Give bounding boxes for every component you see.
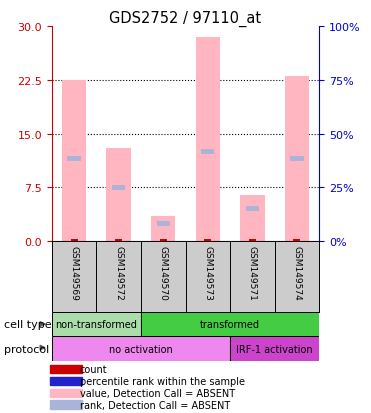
Bar: [290, 157, 303, 162]
Text: GSM149572: GSM149572: [114, 245, 123, 300]
Bar: [157, 221, 170, 226]
Bar: [68, 157, 81, 162]
Text: IRF-1 activation: IRF-1 activation: [236, 344, 313, 354]
Bar: [240, 195, 265, 242]
Bar: [71, 239, 78, 242]
Bar: [62, 81, 86, 242]
Bar: [50, 401, 82, 409]
Bar: [160, 239, 167, 242]
Bar: [196, 38, 220, 242]
Text: non-transformed: non-transformed: [56, 319, 137, 329]
Bar: [50, 377, 82, 385]
Text: GSM149569: GSM149569: [70, 245, 79, 300]
Text: protocol: protocol: [4, 344, 49, 354]
Text: transformed: transformed: [200, 319, 260, 329]
Text: GDS2752 / 97110_at: GDS2752 / 97110_at: [109, 10, 262, 26]
Text: GSM149570: GSM149570: [159, 245, 168, 300]
Bar: [246, 207, 259, 212]
Bar: [293, 239, 300, 242]
Text: count: count: [79, 364, 107, 374]
Bar: [204, 239, 211, 242]
Bar: [50, 389, 82, 397]
Bar: [141, 312, 319, 337]
Text: GSM149571: GSM149571: [248, 245, 257, 300]
Bar: [50, 365, 82, 373]
Bar: [230, 337, 319, 361]
Text: rank, Detection Call = ABSENT: rank, Detection Call = ABSENT: [79, 400, 230, 410]
Text: GSM149573: GSM149573: [203, 245, 212, 300]
Bar: [106, 149, 131, 242]
Bar: [249, 239, 256, 242]
Text: value, Detection Call = ABSENT: value, Detection Call = ABSENT: [79, 388, 235, 398]
Bar: [151, 216, 175, 242]
Bar: [52, 337, 230, 361]
Bar: [201, 150, 214, 154]
Text: GSM149574: GSM149574: [292, 245, 301, 300]
Text: cell type: cell type: [4, 319, 51, 329]
Bar: [112, 185, 125, 190]
Bar: [52, 312, 141, 337]
Bar: [115, 239, 122, 242]
Bar: [285, 77, 309, 242]
Text: percentile rank within the sample: percentile rank within the sample: [79, 376, 244, 386]
Text: no activation: no activation: [109, 344, 173, 354]
